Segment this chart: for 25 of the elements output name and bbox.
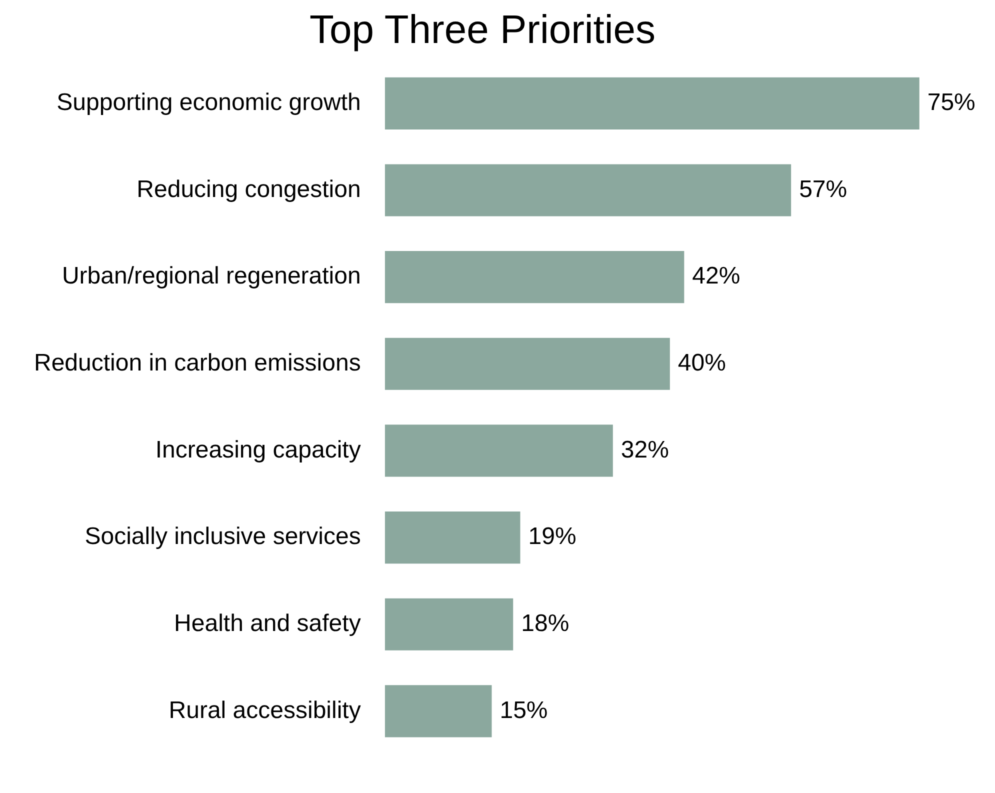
data-label: 57% bbox=[799, 176, 848, 203]
data-label: 15% bbox=[500, 696, 548, 724]
bar bbox=[384, 511, 520, 564]
y-tick-label: Reducing congestion bbox=[136, 176, 361, 203]
y-tick-label: Socially inclusive services bbox=[84, 523, 361, 550]
bar bbox=[384, 424, 613, 477]
data-label: 19% bbox=[528, 523, 576, 550]
data-label: 75% bbox=[927, 89, 976, 116]
y-tick-label: Rural accessibility bbox=[168, 696, 361, 724]
y-tick-label: Reduction in carbon emissions bbox=[34, 350, 361, 377]
bar bbox=[384, 164, 792, 216]
bar bbox=[384, 251, 684, 304]
chart-title: Top Three Priorities bbox=[309, 8, 656, 52]
data-label: 32% bbox=[620, 436, 669, 464]
bar bbox=[384, 598, 514, 650]
y-tick-label: Health and safety bbox=[174, 610, 361, 637]
y-tick-label: Supporting economic growth bbox=[56, 89, 361, 116]
data-label: 42% bbox=[692, 262, 740, 290]
y-tick-label: Increasing capacity bbox=[155, 436, 361, 464]
bar bbox=[384, 338, 670, 390]
bar bbox=[384, 77, 920, 130]
y-tick-label: Urban/regional regeneration bbox=[62, 262, 361, 290]
data-label: 18% bbox=[521, 610, 570, 637]
data-label: 40% bbox=[678, 350, 726, 377]
bar bbox=[384, 685, 492, 738]
